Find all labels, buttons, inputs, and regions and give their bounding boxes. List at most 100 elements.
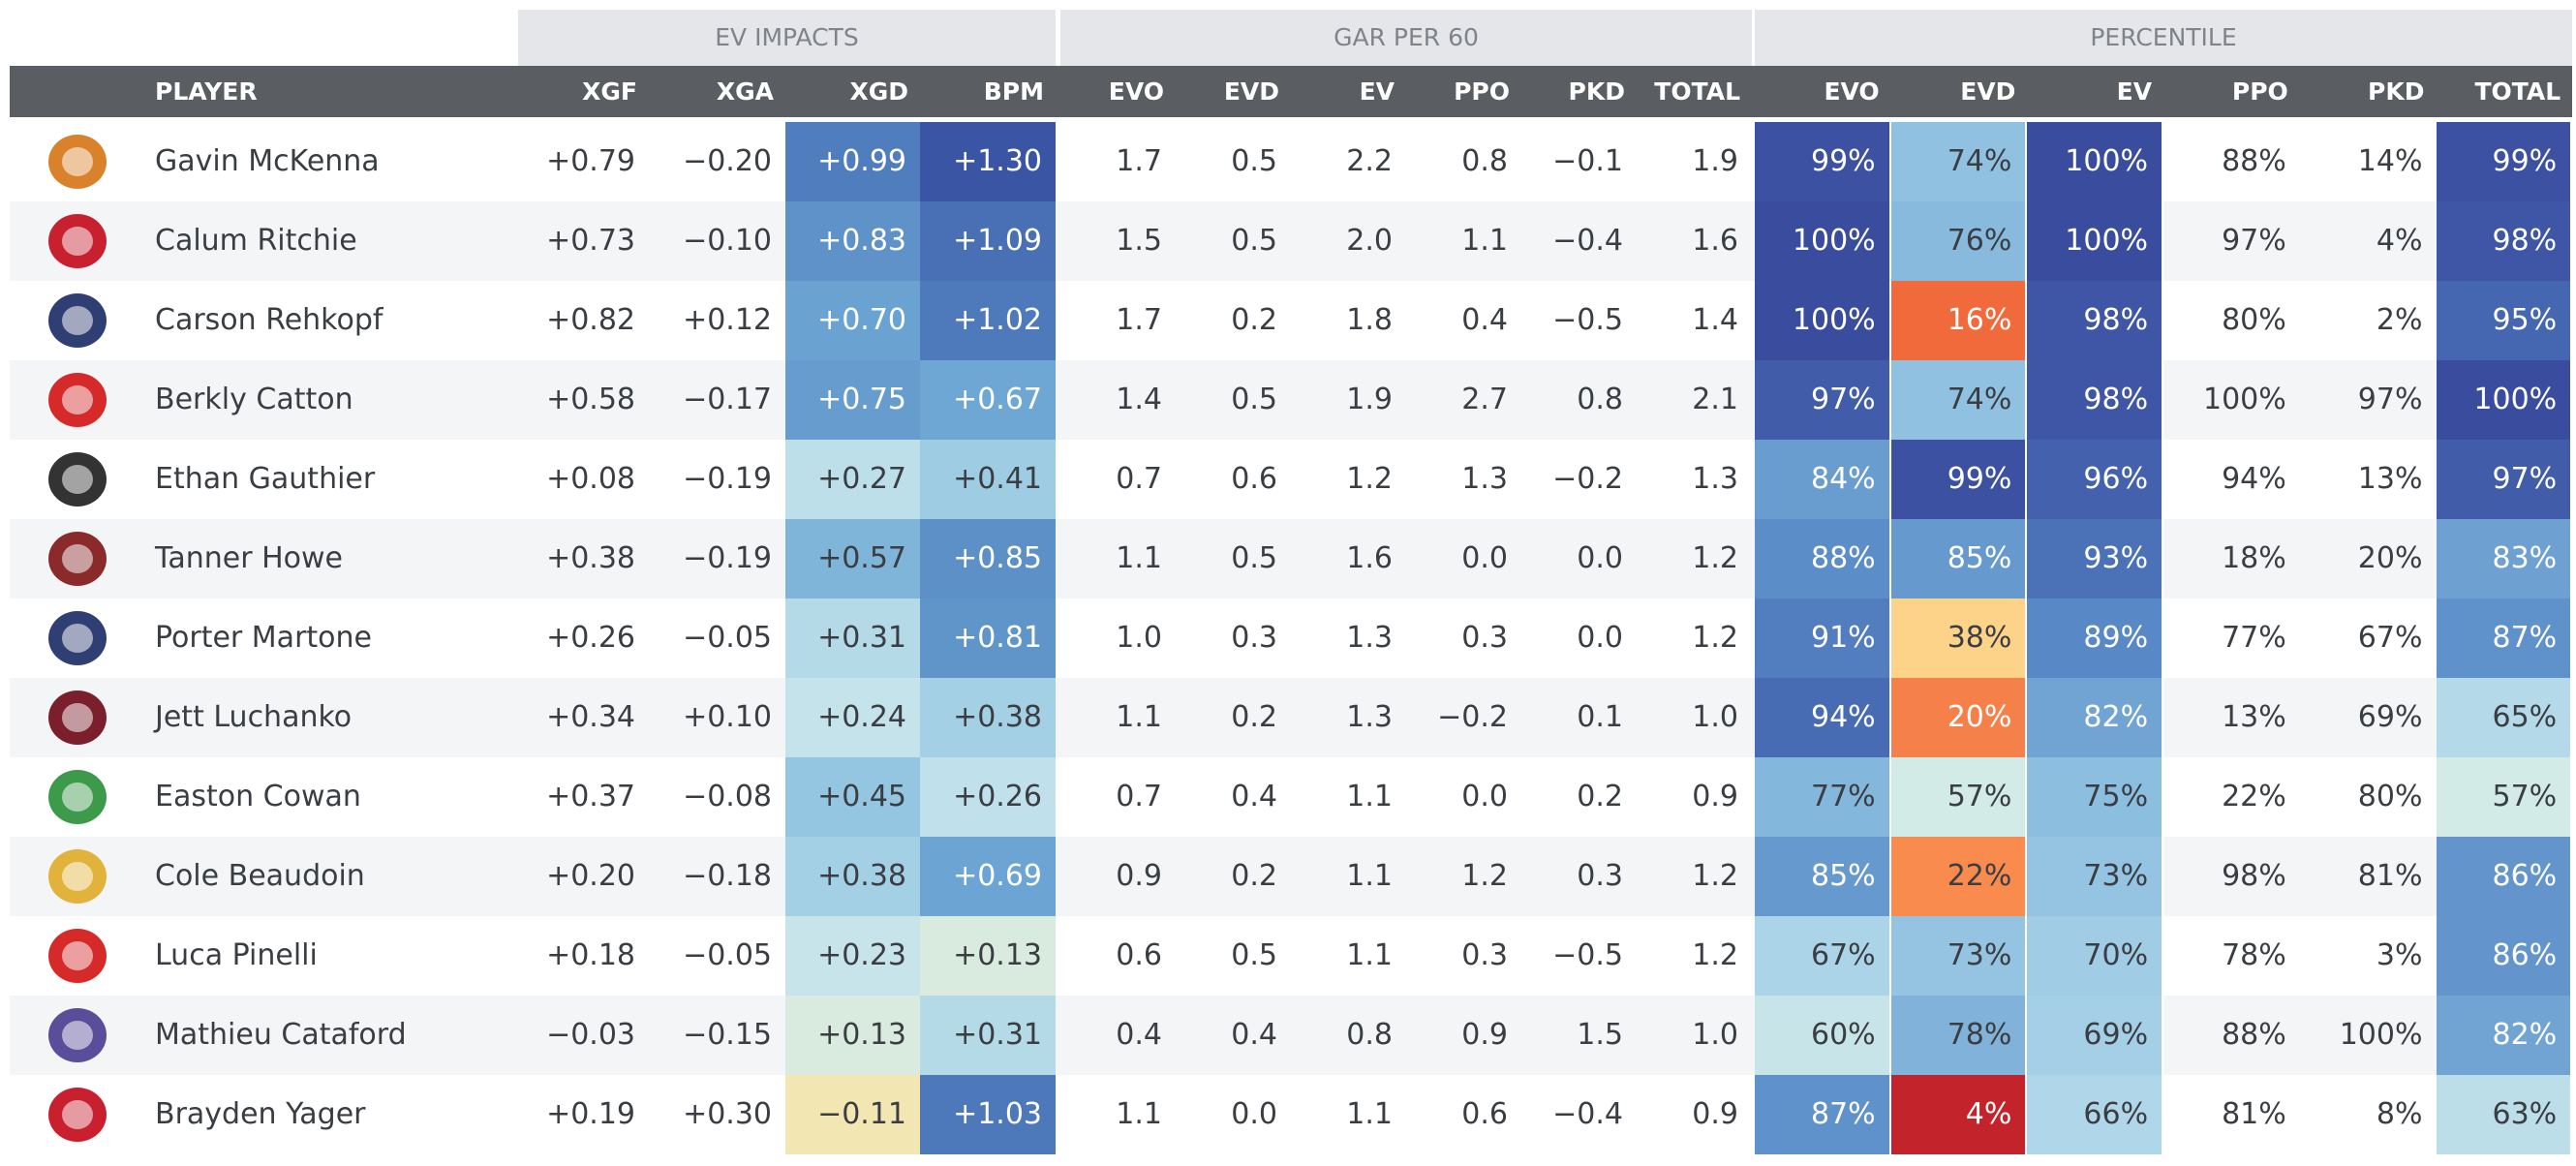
- table-cell: −0.03: [546, 1018, 635, 1052]
- table-cell: +1.03: [920, 1075, 1056, 1154]
- table-cell: −0.5: [1552, 938, 1623, 972]
- table-cell: 1.5: [1577, 1018, 1623, 1052]
- table-cell: +0.38: [920, 678, 1056, 757]
- table-cell: 0.0: [1461, 541, 1508, 575]
- table-cell: 0.0: [1577, 541, 1623, 575]
- table-cell: 38%: [1890, 598, 2028, 678]
- table-cell: 0.4: [1461, 303, 1508, 337]
- table-cell: 1.3: [1461, 462, 1508, 496]
- group-header: EV IMPACTS: [518, 10, 1056, 66]
- table-cell: 0.6: [1116, 938, 1162, 972]
- table-cell: −0.20: [683, 144, 772, 178]
- team-logo: [48, 929, 107, 983]
- table-cell: 1.2: [1692, 938, 1738, 972]
- player-name: Easton Cowan: [155, 780, 361, 813]
- table-cell: +0.24: [785, 678, 920, 757]
- column-header: XGF: [582, 77, 637, 106]
- table-cell: 70%: [2027, 916, 2164, 996]
- table-cell: 65%: [2436, 678, 2573, 757]
- table-cell: 1.2: [1692, 859, 1738, 893]
- logo-shape: [62, 385, 93, 414]
- table-cell: 0.4: [1231, 780, 1277, 813]
- table-cell: +0.23: [785, 916, 920, 996]
- table-cell: +0.69: [920, 837, 1056, 916]
- player-name: Mathieu Cataford: [155, 1018, 407, 1052]
- group-header: GAR PER 60: [1060, 10, 1752, 66]
- table-cell: 0.9: [1116, 859, 1162, 893]
- table-cell: 74%: [1890, 122, 2028, 201]
- table-cell: 97%: [2222, 224, 2286, 258]
- player-name: Cole Beaudoin: [155, 859, 365, 893]
- logo-shape: [62, 703, 93, 732]
- table-cell: −0.19: [683, 541, 772, 575]
- table-cell: 0.3: [1461, 938, 1508, 972]
- table-cell: 77%: [2222, 621, 2286, 655]
- table-cell: 95%: [2436, 281, 2573, 360]
- player-name: Tanner Howe: [155, 541, 344, 575]
- logo-shape: [62, 465, 93, 494]
- table-cell: +0.30: [683, 1097, 772, 1131]
- table-cell: 0.2: [1231, 859, 1277, 893]
- table-cell: 1.9: [1346, 383, 1393, 416]
- table-cell: 1.1: [1116, 541, 1162, 575]
- column-header: PPO: [2231, 77, 2288, 106]
- table-cell: 98%: [2222, 859, 2286, 893]
- column-header: BPM: [983, 77, 1044, 106]
- table-cell: +1.30: [920, 122, 1056, 201]
- table-cell: 0.9: [1692, 1097, 1738, 1131]
- logo-shape: [62, 306, 93, 335]
- table-cell: 85%: [1755, 837, 1891, 916]
- team-logo: [48, 611, 107, 665]
- table-cell: 97%: [2357, 383, 2423, 416]
- table-cell: +0.75: [785, 360, 920, 440]
- table-cell: 0.9: [1461, 1018, 1508, 1052]
- column-header: EVD: [1960, 77, 2016, 106]
- table-cell: +0.13: [785, 996, 920, 1075]
- column-header: EV: [2116, 77, 2153, 106]
- table-cell: 96%: [2027, 440, 2164, 519]
- table-cell: 1.0: [1116, 621, 1162, 655]
- table-cell: 0.7: [1116, 462, 1162, 496]
- team-logo: [48, 293, 107, 348]
- table-cell: 74%: [1890, 360, 2028, 440]
- team-logo: [48, 532, 107, 586]
- table-cell: −0.17: [683, 383, 772, 416]
- player-name: Porter Martone: [155, 621, 372, 655]
- table-cell: +0.31: [785, 598, 920, 678]
- team-logo: [48, 1088, 107, 1142]
- table-cell: 1.7: [1116, 144, 1162, 178]
- table-cell: 89%: [2027, 598, 2164, 678]
- table-cell: +0.10: [683, 700, 772, 734]
- table-cell: 1.4: [1692, 303, 1738, 337]
- player-name: Carson Rehkopf: [155, 303, 383, 337]
- table-cell: 0.5: [1231, 541, 1277, 575]
- table-cell: 0.6: [1231, 462, 1277, 496]
- table-cell: 16%: [1890, 281, 2028, 360]
- table-cell: 80%: [2222, 303, 2286, 337]
- table-cell: 1.6: [1346, 541, 1393, 575]
- table-cell: +0.08: [546, 462, 635, 496]
- table-cell: 1.8: [1346, 303, 1393, 337]
- table-cell: +0.27: [785, 440, 920, 519]
- table-cell: 80%: [2357, 780, 2423, 813]
- table-cell: 87%: [1755, 1075, 1891, 1154]
- table-cell: 97%: [1755, 360, 1891, 440]
- table-cell: 82%: [2436, 996, 2573, 1075]
- table-cell: 83%: [2436, 519, 2573, 598]
- team-logo: [48, 214, 107, 268]
- table-cell: 0.5: [1231, 224, 1277, 258]
- table-cell: +0.73: [546, 224, 635, 258]
- column-header: TOTAL: [1654, 77, 1740, 106]
- table-cell: +0.79: [546, 144, 635, 178]
- table-cell: −0.05: [683, 938, 772, 972]
- table-cell: 1.1: [1116, 1097, 1162, 1131]
- table-cell: 0.9: [1692, 780, 1738, 813]
- table-cell: +0.26: [920, 757, 1056, 837]
- table-cell: +0.38: [785, 837, 920, 916]
- team-logo: [48, 373, 107, 427]
- table-cell: 18%: [2222, 541, 2286, 575]
- table-cell: 0.0: [1577, 621, 1623, 655]
- table-cell: 57%: [2436, 757, 2573, 837]
- table-cell: −0.2: [1437, 700, 1508, 734]
- table-cell: 99%: [2436, 122, 2573, 201]
